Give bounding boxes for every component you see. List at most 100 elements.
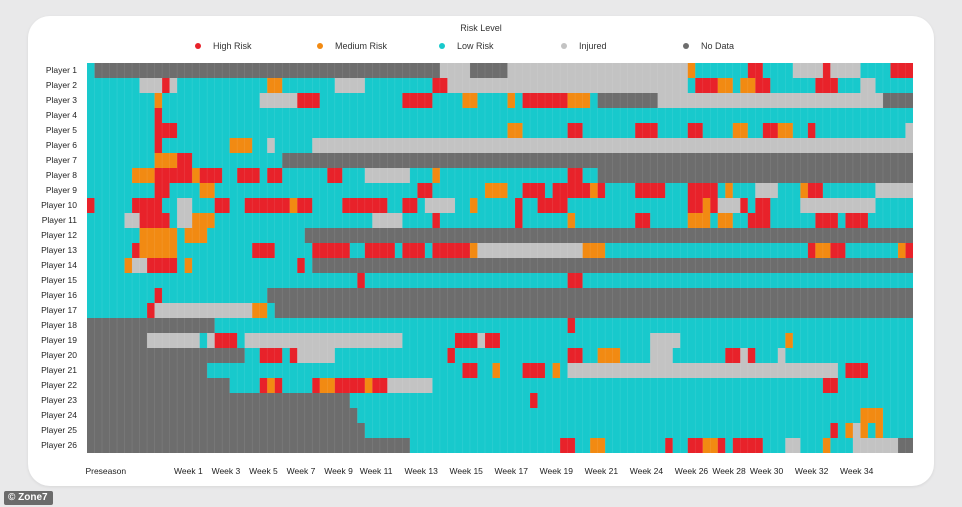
heatmap-cell xyxy=(432,183,486,198)
heatmap-cell xyxy=(477,198,516,213)
heatmap-cell xyxy=(462,93,478,108)
heatmap-cell xyxy=(244,333,403,348)
credit: © Zone7 xyxy=(4,491,53,505)
heatmap-cell xyxy=(154,108,163,123)
heatmap-cell xyxy=(214,183,418,198)
heatmap-cell xyxy=(177,78,268,93)
heatmap-cell xyxy=(500,363,523,378)
heatmap-cell xyxy=(87,438,411,453)
heatmap-row xyxy=(87,183,913,198)
heatmap-cell xyxy=(222,168,238,183)
row-label: Player 20 xyxy=(41,350,77,360)
heatmap-cell xyxy=(139,78,163,93)
heatmap-cell xyxy=(762,123,779,138)
heatmap-cell xyxy=(454,333,478,348)
heatmap-cell xyxy=(432,168,441,183)
heatmap-cell xyxy=(785,333,794,348)
heatmap-cell xyxy=(537,198,568,213)
heatmap-row xyxy=(87,393,913,408)
heatmap-cell xyxy=(177,213,193,228)
heatmap-cell xyxy=(192,258,298,273)
x-tick-label: Week 17 xyxy=(494,466,528,476)
heatmap-cell xyxy=(822,378,839,393)
heatmap-cell xyxy=(162,78,170,93)
heatmap-cell xyxy=(545,363,553,378)
heatmap-cell xyxy=(657,93,884,108)
heatmap-cell xyxy=(87,288,155,303)
heatmap-cell xyxy=(267,378,276,393)
heatmap-cell xyxy=(402,198,418,213)
heatmap-cell xyxy=(184,258,193,273)
heatmap-cell xyxy=(507,123,523,138)
heatmap-cell xyxy=(364,378,373,393)
heatmap-cell xyxy=(672,348,726,363)
heatmap-cell xyxy=(214,318,568,333)
heatmap-cell xyxy=(154,138,163,153)
heatmap-cell xyxy=(882,423,913,438)
heatmap-cell xyxy=(695,78,719,93)
legend-item-no-data: No Data xyxy=(683,41,805,51)
heatmap-cell xyxy=(852,423,861,438)
heatmap-cell xyxy=(702,123,734,138)
heatmap-cell xyxy=(132,198,163,213)
heatmap-cell xyxy=(477,93,508,108)
heatmap-cell xyxy=(417,198,426,213)
heatmap-cell xyxy=(297,93,321,108)
heatmap-cell xyxy=(154,303,253,318)
heatmap-cell xyxy=(522,183,546,198)
heatmap-cell xyxy=(695,63,749,78)
heatmap-cell xyxy=(154,153,178,168)
legend-label: High Risk xyxy=(213,41,252,51)
heatmap-row xyxy=(87,333,913,348)
heatmap-cell xyxy=(567,93,591,108)
heatmap-row xyxy=(87,108,913,123)
heatmap-cell xyxy=(687,183,719,198)
row-label: Player 9 xyxy=(45,185,77,195)
heatmap-cell xyxy=(447,78,689,93)
heatmap-cell xyxy=(882,93,913,108)
heatmap-cell xyxy=(417,183,433,198)
heatmap-cell xyxy=(815,243,831,258)
heatmap-cell xyxy=(87,243,133,258)
heatmap-cell xyxy=(394,243,403,258)
heatmap-cell xyxy=(439,213,516,228)
heatmap-row xyxy=(87,168,913,183)
row-label: Player 21 xyxy=(41,365,77,375)
legend-swatch xyxy=(317,43,323,49)
heatmap-cell xyxy=(590,93,599,108)
heatmap-row xyxy=(87,93,913,108)
heatmap-cell xyxy=(605,183,636,198)
row-label: Player 11 xyxy=(41,215,77,225)
heatmap-row xyxy=(87,438,913,453)
heatmap-row xyxy=(87,273,913,288)
heatmap-cell xyxy=(87,63,95,78)
heatmap-cell xyxy=(732,183,756,198)
legend-item-high-risk: High Risk xyxy=(195,41,317,51)
heatmap-cell xyxy=(747,63,764,78)
heatmap-cell xyxy=(867,423,876,438)
heatmap-cell xyxy=(537,393,913,408)
heatmap-cell xyxy=(905,243,913,258)
heatmap-cell xyxy=(582,168,599,183)
heatmap-cell xyxy=(815,78,839,93)
heatmap-cell xyxy=(469,243,478,258)
row-label: Player 26 xyxy=(41,440,77,450)
heatmap-cell xyxy=(342,168,366,183)
heatmap-cell xyxy=(282,168,328,183)
heatmap-cell xyxy=(162,138,231,153)
heatmap-cell xyxy=(282,78,336,93)
heatmap-cell xyxy=(259,348,283,363)
heatmap-cell xyxy=(289,198,298,213)
heatmap-cell xyxy=(710,198,719,213)
heatmap-cell xyxy=(252,303,268,318)
heatmap-row xyxy=(87,153,913,168)
heatmap-cell xyxy=(87,258,125,273)
row-label: Player 14 xyxy=(41,260,77,270)
heatmap-cell xyxy=(837,213,846,228)
heatmap-cell xyxy=(545,183,553,198)
heatmap-cell xyxy=(702,438,719,453)
legend: High Risk Medium Risk Low Risk Injured N… xyxy=(195,41,805,51)
heatmap-cell xyxy=(402,93,433,108)
heatmap-cell xyxy=(732,78,741,93)
heatmap-cell xyxy=(147,303,155,318)
